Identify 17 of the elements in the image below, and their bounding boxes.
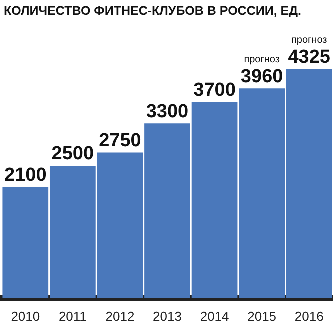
data-label: 3300: [146, 101, 189, 122]
x-tick-label: 2016: [294, 308, 324, 324]
x-tick-label: 2010: [11, 308, 40, 324]
data-label: 4325: [288, 47, 331, 68]
chart-title: КОЛИЧЕСТВО ФИТНЕС-КЛУБОВ В РОССИИ, ЕД.: [3, 3, 302, 18]
x-tick-label: 2011: [58, 308, 87, 324]
data-label: 3700: [194, 80, 236, 102]
data-label: 3960: [240, 66, 284, 88]
x-tick-label: 2015: [248, 308, 277, 324]
annotation: прогноз: [244, 54, 280, 66]
annotation: прогноз: [291, 35, 328, 46]
data-label: 2100: [4, 164, 47, 186]
data-label: 2500: [52, 144, 94, 165]
x-tick-label: 2012: [106, 308, 135, 324]
x-tick-label: 2013: [153, 308, 182, 324]
x-tick-label: 2014: [200, 308, 230, 324]
data-label: 2750: [99, 130, 142, 152]
